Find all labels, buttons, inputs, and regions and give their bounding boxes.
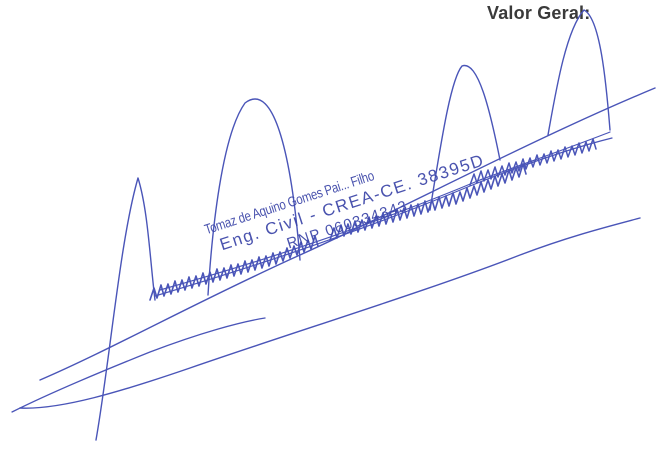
valor-geral-label: Valor Geral: [487, 3, 591, 23]
